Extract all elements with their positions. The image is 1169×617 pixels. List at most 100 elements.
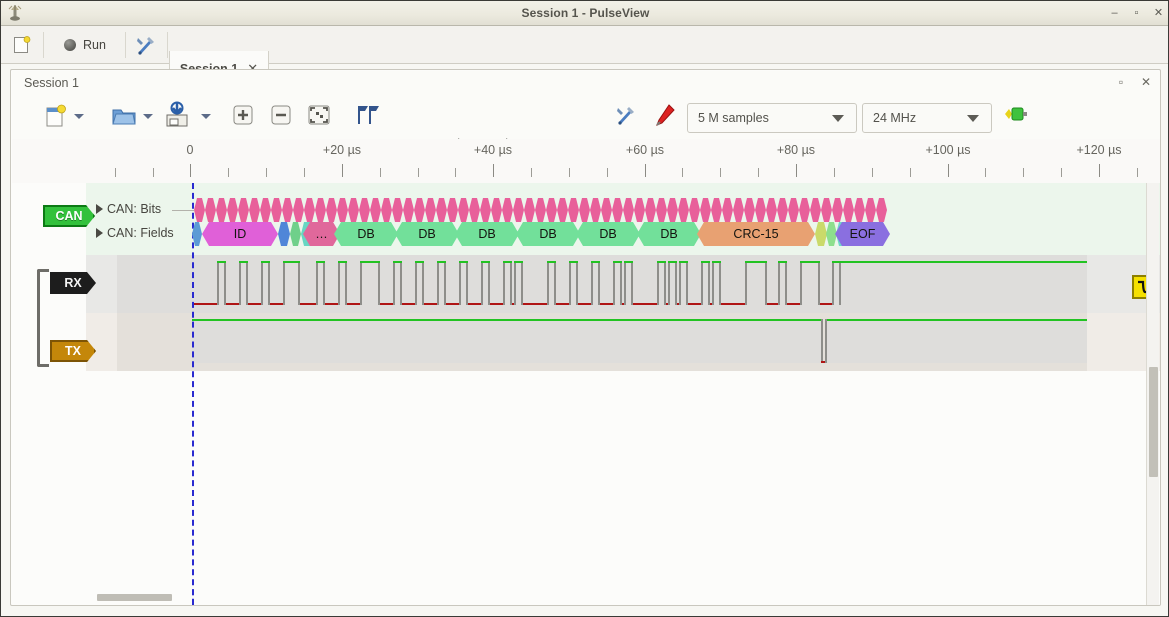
show-cursors-button[interactable] [352,103,380,134]
can-bit-annotation[interactable] [678,198,689,222]
time-ruler[interactable]: 0 +20 µs +40 µs +60 µs +80 µs +100 µs +120 µs [12,139,1160,183]
field-db-5[interactable]: DB [576,222,640,246]
can-bit-annotation[interactable] [326,198,337,222]
vertical-scroll-thumb[interactable] [1149,367,1158,477]
can-bit-annotation[interactable] [733,198,744,222]
minimize-button[interactable]: – [1111,6,1118,19]
can-fields-expander-icon[interactable] [96,228,103,238]
sample-rate-chevron-down-icon[interactable] [967,114,979,122]
can-bit-annotation[interactable] [370,198,381,222]
open-button[interactable] [111,103,137,134]
can-bit-annotation[interactable] [480,198,491,222]
field-crc-delim[interactable] [815,222,827,246]
can-bit-annotation[interactable] [491,198,502,222]
can-bit-annotation[interactable] [546,198,557,222]
field-db-4[interactable]: DB [516,222,580,246]
field-sof[interactable] [192,222,202,246]
can-bit-annotation[interactable] [579,198,590,222]
can-bit-annotation[interactable] [634,198,645,222]
can-bit-annotation[interactable] [821,198,832,222]
can-bit-annotation[interactable] [568,198,579,222]
field-db-2[interactable]: DB [395,222,459,246]
can-bit-annotation[interactable] [810,198,821,222]
sample-rate-combo[interactable]: 24 MHz [862,103,992,133]
can-bit-annotation[interactable] [216,198,227,222]
dock-float-button[interactable]: ▫ [1118,75,1124,89]
horizontal-scroll-thumb[interactable] [97,594,172,601]
new-session-button[interactable] [44,103,68,134]
new-session-dropdown-icon[interactable] [74,114,84,119]
can-bit-annotation[interactable] [392,198,403,222]
can-bit-annotation[interactable] [227,198,238,222]
can-bit-annotation[interactable] [656,198,667,222]
can-bit-annotation[interactable] [744,198,755,222]
can-bit-annotation[interactable] [304,198,315,222]
can-bit-annotation[interactable] [436,198,447,222]
can-bit-annotation[interactable] [502,198,513,222]
can-bit-annotation[interactable] [711,198,722,222]
connector-plug-icon[interactable] [1004,107,1028,126]
tab-close-icon[interactable]: ✕ [247,60,259,76]
can-bit-annotation[interactable] [249,198,260,222]
can-bit-annotation[interactable] [205,198,216,222]
can-bit-annotation[interactable] [722,198,733,222]
horizontal-scrollbar[interactable] [86,592,1160,603]
field-rtr[interactable] [278,222,290,246]
can-bit-annotation[interactable] [359,198,370,222]
zoom-fit-button[interactable] [307,104,331,131]
sample-count-combo[interactable]: 5 M samples [687,103,857,133]
close-button[interactable]: ✕ [1153,6,1164,19]
can-bits-annotations[interactable] [12,198,1161,222]
can-bit-annotation[interactable] [425,198,436,222]
can-bit-annotation[interactable] [414,198,425,222]
device-config-icon[interactable] [615,104,637,131]
sample-count-chevron-down-icon[interactable] [832,114,844,122]
can-bit-annotation[interactable] [458,198,469,222]
channel-tag-rx[interactable]: RX [50,272,96,294]
can-bit-annotation[interactable] [755,198,766,222]
can-bit-annotation[interactable] [766,198,777,222]
can-fields-annotations[interactable]: ID … DB DB DB DB DB DB CRC-15 EOF [12,222,1161,246]
can-bit-annotation[interactable] [876,198,887,222]
channel-tag-tx[interactable]: TX [50,340,96,362]
can-bit-annotation[interactable] [601,198,612,222]
field-dlc[interactable]: … [303,222,340,246]
can-bit-annotation[interactable] [689,198,700,222]
can-bit-annotation[interactable] [282,198,293,222]
field-id[interactable]: ID [202,222,278,246]
can-bit-annotation[interactable] [271,198,282,222]
can-bit-annotation[interactable] [469,198,480,222]
field-db-1[interactable]: DB [334,222,398,246]
settings-icon[interactable] [135,34,157,56]
can-bit-annotation[interactable] [799,198,810,222]
can-bits-expander-icon[interactable] [96,204,103,214]
can-bit-annotation[interactable] [854,198,865,222]
run-button[interactable]: Run [56,32,114,58]
open-dropdown-icon[interactable] [143,114,153,119]
can-bit-annotation[interactable] [194,198,205,222]
can-bit-annotation[interactable] [843,198,854,222]
can-bit-annotation[interactable] [447,198,458,222]
can-bit-annotation[interactable] [667,198,678,222]
can-bit-annotation[interactable] [535,198,546,222]
field-crc15[interactable]: CRC-15 [697,222,815,246]
can-bit-annotation[interactable] [403,198,414,222]
can-bit-annotation[interactable] [788,198,799,222]
can-bit-annotation[interactable] [337,198,348,222]
can-bit-annotation[interactable] [612,198,623,222]
can-bit-annotation[interactable] [381,198,392,222]
can-bit-annotation[interactable] [524,198,535,222]
field-ack-slot[interactable] [826,222,837,246]
can-bit-annotation[interactable] [865,198,876,222]
trace-view[interactable]: CAN CAN: Bits CAN: Fields ID … DB DB DB DB DB D… [12,183,1161,605]
decoder-tag-can[interactable]: CAN [43,205,95,227]
can-bit-annotation[interactable] [348,198,359,222]
can-bit-annotation[interactable] [315,198,326,222]
can-bit-annotation[interactable] [777,198,788,222]
maximize-button[interactable]: ▫ [1134,6,1139,19]
can-bit-annotation[interactable] [260,198,271,222]
can-bit-annotation[interactable] [832,198,843,222]
can-bit-annotation[interactable] [590,198,601,222]
field-db-6[interactable]: DB [637,222,701,246]
probe-pen-icon[interactable] [653,103,677,134]
